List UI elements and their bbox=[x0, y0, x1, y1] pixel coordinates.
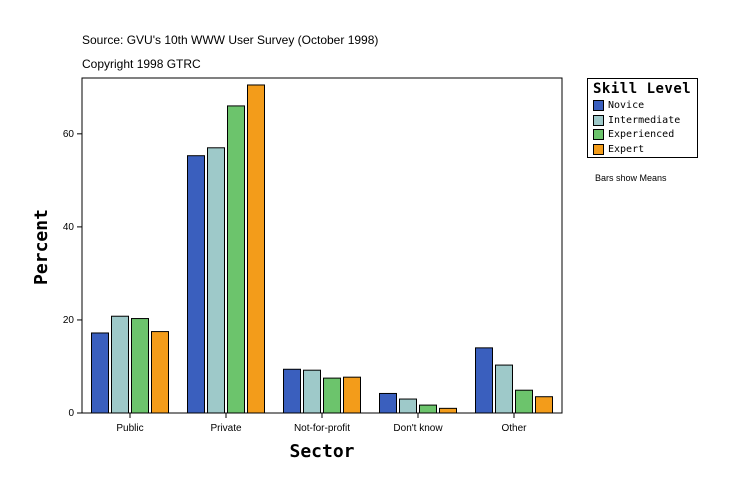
bar bbox=[515, 389, 533, 414]
copyright-note: Copyright 1998 GTRC bbox=[82, 57, 201, 71]
legend-label: Experienced bbox=[608, 129, 675, 140]
legend-label: Novice bbox=[608, 100, 645, 111]
legend-item: Experienced bbox=[593, 128, 674, 141]
legend-label: Intermediate bbox=[608, 114, 681, 126]
bar bbox=[111, 315, 129, 414]
bar bbox=[419, 404, 437, 414]
bars-group bbox=[91, 84, 553, 414]
bar bbox=[131, 318, 149, 414]
bar bbox=[283, 368, 301, 414]
legend-item: Novice bbox=[593, 99, 644, 112]
y-tick-label: 60 bbox=[63, 129, 75, 140]
x-tick-label: Private bbox=[210, 423, 242, 434]
x-tick-label: Don't know bbox=[393, 423, 443, 434]
legend-swatch bbox=[593, 143, 604, 155]
bar bbox=[399, 398, 417, 414]
bar bbox=[227, 105, 245, 414]
y-tick-label: 0 bbox=[68, 408, 74, 419]
legend-item: Expert bbox=[593, 143, 644, 156]
x-axis: Public Private Not-for-profit Don't know Oth… bbox=[116, 413, 527, 434]
source-note: Source: GVU's 10th WWW User Survey (Octo… bbox=[82, 33, 379, 47]
x-tick-label: Other bbox=[501, 423, 527, 434]
y-tick-label: 20 bbox=[63, 315, 75, 326]
bar bbox=[187, 155, 205, 414]
bar bbox=[475, 347, 493, 414]
y-axis: 0 20 40 60 bbox=[63, 129, 82, 419]
bar bbox=[439, 407, 457, 414]
x-tick-label: Not-for-profit bbox=[294, 423, 350, 434]
bar bbox=[535, 396, 553, 414]
bar bbox=[207, 147, 225, 414]
legend-title: Skill Level bbox=[593, 81, 692, 97]
bar bbox=[91, 332, 109, 414]
legend-label: Expert bbox=[608, 143, 645, 155]
legend-swatch bbox=[593, 100, 604, 111]
legend: Skill Level Novice Intermediate Experience… bbox=[587, 78, 698, 158]
legend-swatch bbox=[593, 114, 604, 126]
bars-note: Bars show Means bbox=[595, 173, 667, 183]
bar bbox=[495, 364, 513, 414]
bar bbox=[379, 392, 397, 414]
legend-item: Intermediate bbox=[593, 114, 680, 127]
bar bbox=[343, 376, 361, 414]
bar bbox=[303, 369, 321, 414]
x-tick-label: Public bbox=[116, 423, 143, 434]
y-tick-label: 40 bbox=[63, 222, 75, 233]
legend-swatch bbox=[593, 129, 604, 140]
y-axis-label: Percent bbox=[31, 209, 52, 285]
bar bbox=[151, 331, 169, 414]
bar bbox=[323, 377, 341, 414]
x-axis-label: Sector bbox=[289, 441, 354, 462]
bar bbox=[247, 84, 265, 414]
